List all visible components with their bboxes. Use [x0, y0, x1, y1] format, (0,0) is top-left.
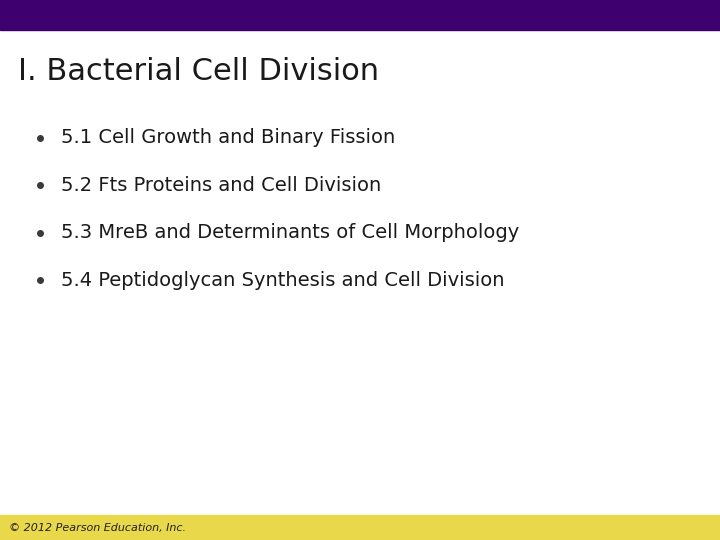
Text: 5.1 Cell Growth and Binary Fission: 5.1 Cell Growth and Binary Fission: [61, 128, 395, 147]
Text: 5.3 MreB and Determinants of Cell Morphology: 5.3 MreB and Determinants of Cell Morpho…: [61, 223, 519, 242]
Text: I. Bacterial Cell Division: I. Bacterial Cell Division: [18, 57, 379, 86]
Text: © 2012 Pearson Education, Inc.: © 2012 Pearson Education, Inc.: [9, 523, 186, 532]
Bar: [0, 0, 720, 30]
Text: 5.2 Fts Proteins and Cell Division: 5.2 Fts Proteins and Cell Division: [61, 176, 382, 195]
Bar: [0, 515, 720, 540]
Text: 5.4 Peptidoglycan Synthesis and Cell Division: 5.4 Peptidoglycan Synthesis and Cell Div…: [61, 271, 505, 290]
